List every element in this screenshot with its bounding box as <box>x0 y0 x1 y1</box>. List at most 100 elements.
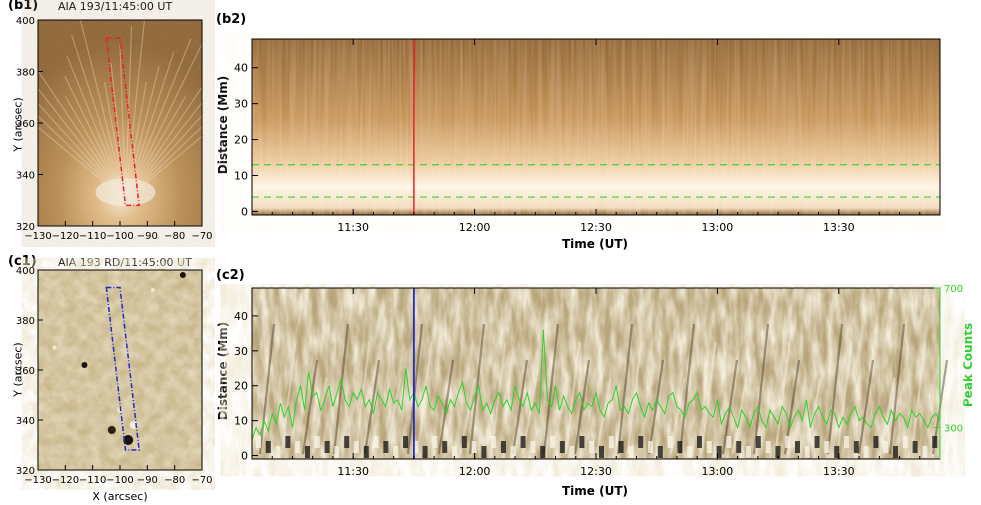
footpoint-blob <box>383 441 389 453</box>
y2tick-label: 300 <box>944 424 963 435</box>
footpoint-blob <box>834 446 840 458</box>
footpoint-blob <box>471 441 477 453</box>
propagating-stripe <box>354 341 371 455</box>
footpoint-blob <box>844 436 849 448</box>
footpoint-blob <box>638 436 644 448</box>
ytick-label: 360 <box>16 119 35 130</box>
xtick-label: −90 <box>137 475 158 486</box>
footpoint-blob <box>393 446 399 458</box>
ytick-label: 400 <box>16 16 35 27</box>
footpoint-blob <box>697 436 702 448</box>
footpoint-blob <box>422 446 428 458</box>
footpoint-blob <box>256 436 261 448</box>
footpoint-blob <box>648 441 653 453</box>
footpoint-blob <box>912 441 918 453</box>
footpoint-blob <box>814 436 820 448</box>
footpoint-blob <box>599 446 604 458</box>
propagating-stripe <box>406 323 424 455</box>
footpoint-blob <box>481 446 487 458</box>
ytick-label: 380 <box>16 316 35 327</box>
footpoint-blob <box>491 436 497 448</box>
footpoint-blob <box>373 436 379 448</box>
footpoint-blob <box>265 441 271 453</box>
footpoint-blob <box>285 436 291 448</box>
propagating-stripe <box>647 359 665 455</box>
footpoint-blob <box>716 446 722 458</box>
ytick-label: 380 <box>16 68 35 79</box>
footpoint-blob <box>550 436 555 448</box>
propagating-stripe <box>490 341 507 455</box>
timedistance-c2: 11:30 12:00 12:30 13:00 13:30 0 10 20 30 40 300 700 <box>234 284 963 478</box>
footpoint-blob <box>501 441 506 453</box>
xlabel-b2: Time (UT) <box>561 237 629 251</box>
footpoint-blob <box>932 436 938 448</box>
xtick-label: −110 <box>79 231 106 242</box>
propagating-stripe <box>941 377 958 455</box>
footpoint-blob <box>569 446 575 458</box>
peak-counts-series <box>251 329 941 440</box>
footpoint-blob <box>755 436 761 448</box>
xtick-label: −120 <box>52 231 79 242</box>
panel-label-b2: (b2) <box>216 12 247 27</box>
propagating-stripe <box>700 341 717 455</box>
xtick-label: −130 <box>24 231 51 242</box>
ytick-label: 30 <box>234 98 248 111</box>
footpoint-blob <box>795 441 800 453</box>
footpoint-blob <box>442 441 448 453</box>
footpoint-blob <box>559 441 565 453</box>
footpoint-blob <box>883 441 889 453</box>
footpoint-blob <box>520 436 526 448</box>
xtick-label: −90 <box>137 231 158 242</box>
footpoint-blob <box>677 441 683 453</box>
footpoint-blob <box>765 441 771 453</box>
panel-title-c1: AIA 193 RD/11:45:00 UT <box>58 256 192 269</box>
xtick-label: 13:00 <box>702 465 734 478</box>
footpoint-blob <box>461 436 467 448</box>
footpoint-blob <box>736 441 742 453</box>
ytick-label: 340 <box>16 171 35 182</box>
footpoint-blob <box>618 441 624 453</box>
xtick-label: 13:30 <box>823 221 855 234</box>
footpoint-blob <box>334 446 340 458</box>
rd-feature <box>150 288 155 292</box>
timedistance-b2: 11:30 12:00 12:30 13:00 13:30 0 10 20 30 40 <box>234 38 941 234</box>
footpoint-blob <box>589 441 595 453</box>
panel-label-c1: (c1) <box>8 254 37 269</box>
ytick-label: 320 <box>16 222 35 233</box>
ytick-label: 320 <box>16 466 35 477</box>
propagating-stripe <box>385 377 402 455</box>
footpoint-blob <box>873 436 879 448</box>
footpoint-blob <box>305 446 310 458</box>
footpoint-blob <box>579 436 585 448</box>
ytick-label: 20 <box>234 380 248 393</box>
propagating-stripe <box>910 341 927 455</box>
rd-feature <box>179 272 186 278</box>
footpoint-blob <box>295 441 301 453</box>
footpoint-blob <box>432 436 438 448</box>
ytick-label: 40 <box>234 62 248 75</box>
xlabel-c2: Time (UT) <box>561 484 629 498</box>
propagating-stripe <box>258 323 276 455</box>
xtick-label: 13:30 <box>823 465 855 478</box>
xtick-label: −100 <box>106 475 133 486</box>
ytick-label: 0 <box>241 450 248 463</box>
footpoint-blob <box>403 436 408 448</box>
footpoint-blob <box>363 446 369 458</box>
ytick-label: 40 <box>234 310 248 323</box>
footpoint-blob <box>667 436 673 448</box>
xtick-label: 12:30 <box>580 221 612 234</box>
footpoint-blob <box>657 446 663 458</box>
panel-label-c2: (c2) <box>216 268 245 283</box>
rd-feature <box>107 426 116 434</box>
ytick-label: 20 <box>234 134 248 147</box>
footpoint-blob <box>863 446 869 458</box>
propagating-stripe <box>826 323 844 455</box>
footpoint-blob <box>902 436 908 448</box>
rd-texture <box>38 270 202 470</box>
image-panel-b1: −130 −120 −110 −100 −90 −80 −70 320 340 360 380 400 <box>16 9 215 242</box>
xlabel-c1: X (arcsec) <box>92 490 148 503</box>
propagating-stripe <box>678 323 696 455</box>
propagating-stripe <box>280 341 297 455</box>
propagating-stripe <box>836 341 853 455</box>
xtick-label: −110 <box>79 475 106 486</box>
